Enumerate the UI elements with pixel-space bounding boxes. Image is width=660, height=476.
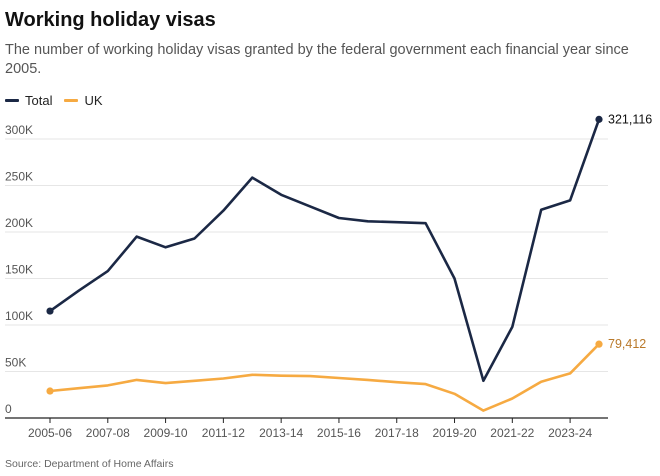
x-tick-label: 2019-20 (433, 426, 477, 440)
y-tick-label: 50K (5, 356, 26, 370)
y-tick-label: 300K (5, 123, 33, 137)
y-tick-label: 200K (5, 216, 33, 230)
legend-label-uk: UK (84, 92, 103, 108)
chart-title: Working holiday visas (5, 9, 216, 31)
series-line-total (48, 118, 601, 383)
x-tick-label: 2023-24 (548, 426, 592, 440)
legend-item-total: Total (5, 93, 52, 108)
series-start-point-uk (46, 387, 54, 395)
y-tick-label: 250K (5, 170, 33, 184)
x-tick-label: 2011-12 (202, 426, 245, 440)
legend-item-uk: UK (64, 92, 103, 108)
y-tick-label: 0 (5, 402, 12, 416)
series-end-point-total (595, 115, 603, 123)
series-end-label-total: 321,116 (608, 112, 652, 126)
series-end-label-uk: 79,412 (608, 337, 646, 351)
chart-source: Source: Department of Home Affairs (5, 458, 174, 470)
legend-swatch-total (5, 98, 19, 102)
x-tick-label: 2007-08 (86, 426, 130, 440)
chart-subtitle: The number of working holiday visas gran… (5, 42, 629, 77)
series-end-point-uk (595, 340, 603, 348)
legend-swatch-uk (64, 98, 79, 102)
x-tick-label: 2021-22 (490, 426, 534, 440)
x-tick-label: 2009-10 (144, 426, 188, 440)
series-line-uk (48, 342, 601, 412)
y-tick-label: 150K (5, 263, 33, 277)
y-tick-label: 100K (5, 309, 33, 323)
chart-legend: Total UK (5, 92, 115, 108)
x-tick-label: 2005-06 (28, 426, 72, 440)
series-start-point-total (46, 307, 54, 315)
legend-label-total: Total (25, 92, 53, 108)
x-tick-label: 2015-16 (317, 426, 361, 440)
x-tick-label: 2013-14 (259, 426, 303, 440)
x-tick-label: 2017-18 (375, 426, 419, 440)
